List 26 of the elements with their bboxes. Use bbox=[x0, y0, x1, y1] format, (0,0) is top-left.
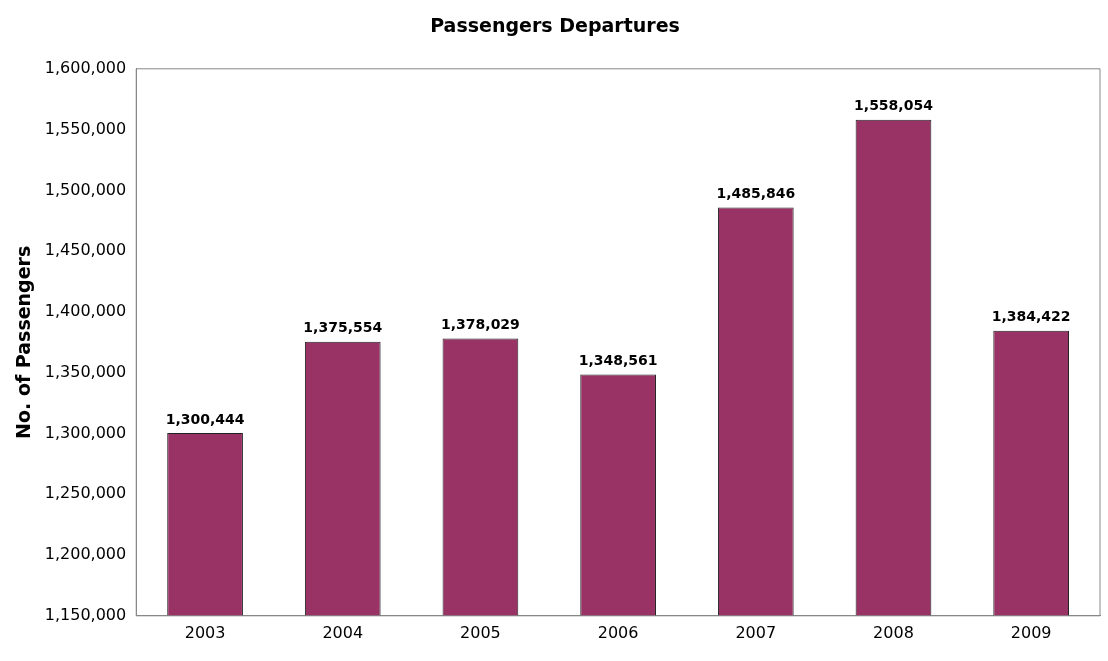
x-tick-label: 2005 bbox=[460, 622, 501, 642]
data-label: 1,348,561 bbox=[578, 352, 658, 369]
y-tick-label: 1,300,000 bbox=[44, 422, 127, 442]
y-tick-label: 1,550,000 bbox=[44, 118, 127, 138]
data-label: 1,384,422 bbox=[991, 308, 1071, 325]
data-label: 1,300,444 bbox=[165, 410, 245, 427]
data-label: 1,558,054 bbox=[854, 97, 934, 114]
data-label: 1,485,846 bbox=[716, 185, 796, 202]
y-tick-label: 1,500,000 bbox=[44, 179, 127, 199]
chart-title: Passengers Departures bbox=[430, 14, 680, 37]
y-tick-label: 1,400,000 bbox=[44, 301, 127, 321]
y-tick-label: 1,200,000 bbox=[44, 544, 127, 564]
y-tick-label: 1,350,000 bbox=[44, 361, 127, 381]
data-label: 1,378,029 bbox=[441, 316, 520, 333]
x-tick-label: 2003 bbox=[184, 622, 226, 642]
y-tick-label: 1,600,000 bbox=[44, 57, 127, 77]
y-tick-label: 1,150,000 bbox=[44, 604, 127, 624]
y-axis-title: No. of Passengers bbox=[12, 245, 35, 439]
x-tick-label: 2006 bbox=[597, 622, 639, 642]
x-tick-label: 2009 bbox=[1010, 622, 1052, 642]
x-tick-label: 2004 bbox=[322, 622, 364, 642]
x-tick-label: 2007 bbox=[735, 622, 777, 642]
x-tick-label: 2008 bbox=[873, 622, 914, 642]
y-tick-label: 1,450,000 bbox=[44, 240, 127, 260]
data-label: 1,375,554 bbox=[303, 319, 383, 336]
y-tick-label: 1,250,000 bbox=[44, 483, 127, 503]
